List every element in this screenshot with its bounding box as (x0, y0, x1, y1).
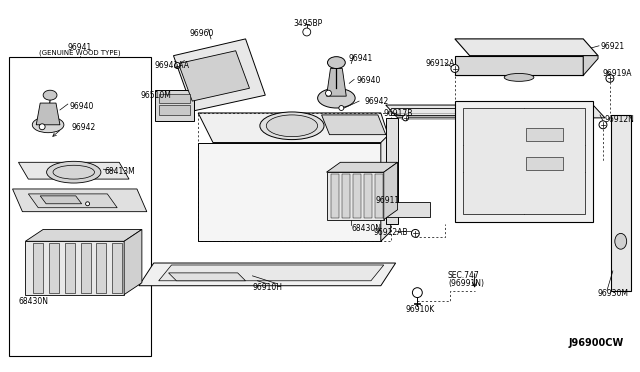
Polygon shape (375, 174, 383, 218)
Polygon shape (97, 243, 106, 293)
Ellipse shape (260, 112, 324, 140)
Polygon shape (33, 243, 43, 293)
Polygon shape (81, 243, 90, 293)
Text: 96940: 96940 (356, 76, 381, 86)
Polygon shape (168, 273, 246, 281)
Polygon shape (386, 202, 430, 217)
Polygon shape (326, 162, 397, 172)
Circle shape (412, 230, 419, 237)
Ellipse shape (328, 57, 345, 68)
Text: 96919A: 96919A (603, 68, 632, 77)
Text: 68413M: 68413M (104, 167, 135, 176)
Circle shape (599, 121, 607, 129)
Text: 96941: 96941 (348, 54, 372, 63)
Text: J96900CW: J96900CW (568, 338, 623, 348)
Ellipse shape (266, 115, 317, 137)
Text: 96940: 96940 (70, 102, 94, 111)
Text: (GENUINE WOOD TYPE): (GENUINE WOOD TYPE) (39, 49, 120, 56)
Polygon shape (326, 68, 346, 96)
Text: 68430N: 68430N (351, 224, 381, 232)
Polygon shape (455, 56, 583, 76)
Polygon shape (611, 115, 630, 291)
Polygon shape (455, 39, 598, 56)
Polygon shape (173, 39, 266, 111)
Circle shape (39, 124, 45, 130)
Text: 96941AA: 96941AA (155, 61, 189, 70)
Circle shape (339, 106, 344, 110)
Text: 96941: 96941 (68, 43, 92, 52)
Text: 96930M: 96930M (597, 289, 628, 298)
Ellipse shape (47, 161, 101, 183)
Polygon shape (198, 113, 390, 142)
Circle shape (303, 28, 310, 36)
Polygon shape (198, 142, 381, 241)
Polygon shape (8, 57, 151, 356)
Polygon shape (384, 162, 397, 219)
Circle shape (403, 115, 408, 121)
Text: 96960: 96960 (189, 29, 214, 38)
Circle shape (606, 74, 614, 82)
Text: 96912A: 96912A (425, 59, 454, 68)
Polygon shape (353, 174, 361, 218)
Text: 96911: 96911 (376, 196, 400, 205)
Polygon shape (112, 243, 122, 293)
Polygon shape (13, 189, 147, 212)
Polygon shape (342, 174, 350, 218)
Polygon shape (179, 51, 250, 101)
Text: 96921: 96921 (601, 42, 625, 51)
Polygon shape (124, 230, 142, 295)
Polygon shape (139, 263, 396, 286)
Polygon shape (386, 105, 605, 118)
Ellipse shape (43, 90, 57, 100)
Circle shape (326, 90, 332, 96)
Polygon shape (155, 90, 194, 121)
Ellipse shape (615, 233, 627, 249)
Polygon shape (583, 56, 598, 76)
Polygon shape (28, 194, 117, 208)
Polygon shape (26, 241, 124, 295)
Polygon shape (321, 115, 386, 135)
Polygon shape (26, 230, 142, 241)
Ellipse shape (317, 88, 355, 108)
Circle shape (86, 202, 90, 206)
Text: 96917B: 96917B (384, 109, 413, 118)
Text: (96991N): (96991N) (448, 279, 484, 288)
Circle shape (451, 65, 459, 73)
Polygon shape (386, 118, 397, 224)
Text: 96510M: 96510M (141, 91, 172, 100)
Polygon shape (332, 174, 339, 218)
Text: 96942: 96942 (364, 97, 388, 106)
Ellipse shape (504, 73, 534, 81)
Polygon shape (159, 94, 190, 103)
Polygon shape (526, 128, 563, 141)
Polygon shape (455, 101, 593, 222)
Text: 68430N: 68430N (19, 296, 49, 305)
Text: 96910K: 96910K (406, 305, 435, 314)
Polygon shape (159, 265, 384, 281)
Polygon shape (364, 174, 372, 218)
Text: 96912AB: 96912AB (374, 228, 408, 237)
Ellipse shape (32, 117, 64, 133)
Text: 3495BP: 3495BP (293, 19, 322, 28)
Text: SEC.747: SEC.747 (448, 271, 480, 280)
Polygon shape (65, 243, 75, 293)
Text: 96912N: 96912N (605, 115, 635, 124)
Polygon shape (526, 157, 563, 170)
Polygon shape (19, 162, 129, 179)
Polygon shape (49, 243, 59, 293)
Polygon shape (381, 133, 390, 241)
Polygon shape (36, 103, 60, 125)
Polygon shape (159, 105, 190, 115)
Polygon shape (463, 108, 585, 214)
Polygon shape (40, 196, 82, 204)
Text: 96910H: 96910H (252, 283, 282, 292)
Polygon shape (326, 172, 384, 219)
Text: 96942: 96942 (72, 123, 96, 132)
Circle shape (175, 62, 180, 68)
